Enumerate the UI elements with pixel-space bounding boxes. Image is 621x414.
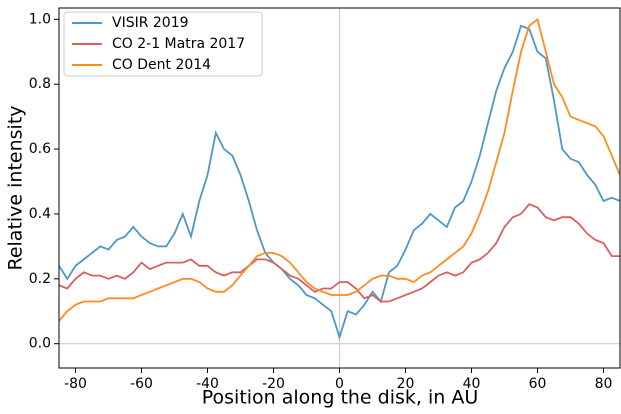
y-tick-label: 0.6 bbox=[29, 141, 51, 157]
y-axis-label: Relative intensity bbox=[5, 105, 27, 270]
legend-label: CO Dent 2014 bbox=[112, 57, 211, 73]
x-tick-label: 40 bbox=[463, 376, 481, 392]
x-tick-label: -40 bbox=[196, 376, 219, 392]
x-tick-label: 80 bbox=[595, 376, 613, 392]
x-tick-label: 60 bbox=[529, 376, 547, 392]
plot-frame bbox=[58, 7, 621, 369]
y-tick-label: 0.0 bbox=[29, 336, 51, 352]
data-line bbox=[59, 203, 620, 303]
x-tick-label: 20 bbox=[397, 376, 415, 392]
x-axis-label: Position along the disk, in AU bbox=[202, 387, 479, 409]
y-tick-label: 0.2 bbox=[29, 271, 51, 287]
x-tick-label: 0 bbox=[335, 376, 344, 392]
data-line bbox=[59, 17, 620, 322]
y-tick-label: 0.4 bbox=[29, 206, 51, 222]
legend-label: CO 2-1 Matra 2017 bbox=[112, 36, 245, 52]
legend-label: VISIR 2019 bbox=[112, 15, 189, 31]
legend-box bbox=[63, 11, 263, 77]
x-tick-label: -60 bbox=[130, 376, 153, 392]
x-tick-label: -20 bbox=[262, 376, 285, 392]
x-tick-label: -80 bbox=[64, 376, 87, 392]
y-tick-label: 1.0 bbox=[29, 11, 51, 27]
data-line bbox=[59, 24, 620, 341]
y-tick-label: 0.8 bbox=[29, 76, 51, 92]
